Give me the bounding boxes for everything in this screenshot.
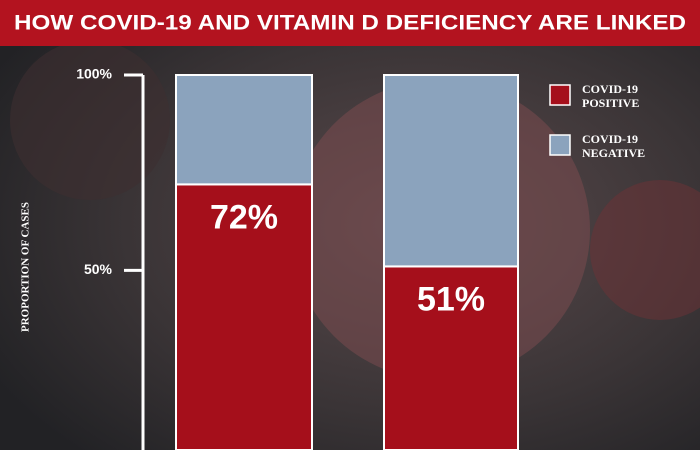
y-tick-label: 50%	[84, 261, 113, 277]
legend-swatch	[549, 84, 571, 106]
legend-label: COVID-19 NEGATIVE	[582, 132, 646, 160]
bar-segment	[175, 74, 313, 186]
title-bar	[0, 0, 700, 46]
chart-title: HOW COVID-19 AND VITAMIN D DEFICIENCY AR…	[14, 12, 686, 35]
y-axis-label: PROPORTION OF CASES	[20, 202, 32, 332]
bar-segment	[175, 183, 313, 450]
data-label: 51%	[417, 280, 485, 318]
cell-image	[590, 180, 700, 320]
y-tick-label: 100%	[76, 66, 112, 82]
data-label: 72%	[210, 198, 278, 236]
legend-label: COVID-19 POSITIVE	[582, 82, 640, 110]
legend-swatch	[549, 134, 571, 156]
cell-image	[10, 40, 170, 200]
bar-segment	[383, 74, 519, 268]
